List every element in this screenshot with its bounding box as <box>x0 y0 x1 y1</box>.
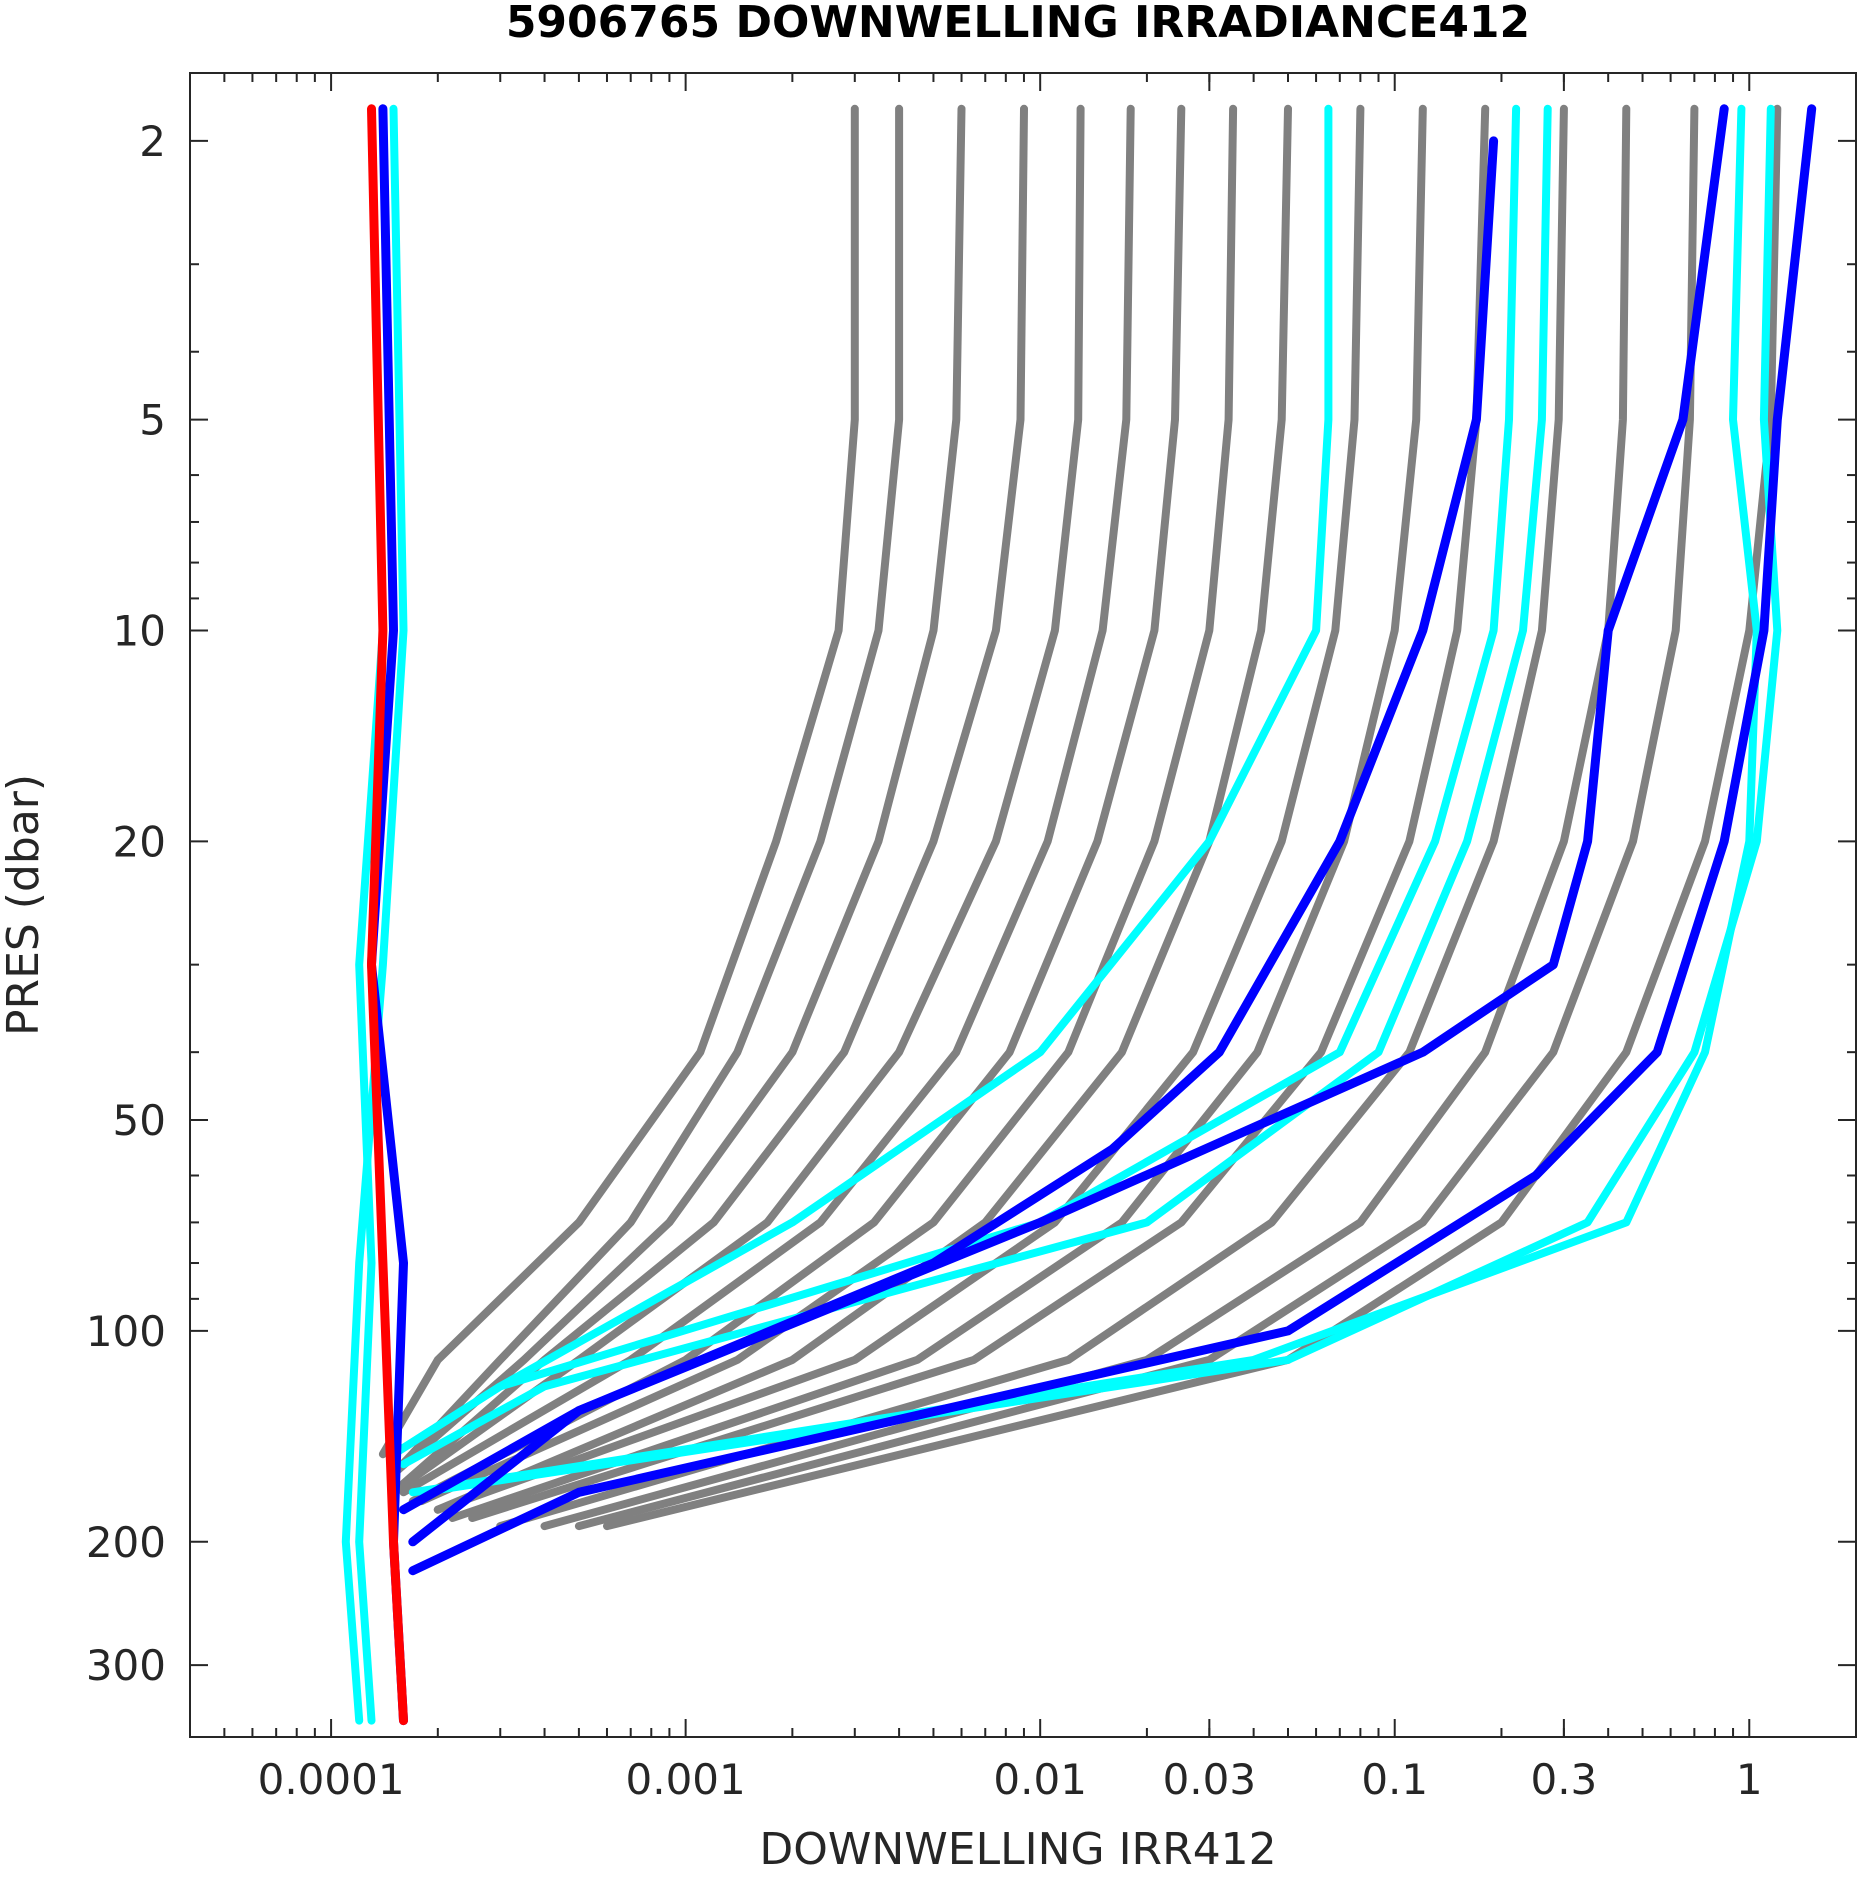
series-line-history-0 <box>378 104 859 1459</box>
series-line-cyan-18 <box>389 104 1333 1459</box>
x-tick-label: 0.0001 <box>258 1755 405 1804</box>
y-tick-label: 100 <box>86 1307 166 1356</box>
series-line-history-11 <box>468 104 1490 1522</box>
chart-title: 5906765 DOWNWELLING IRRADIANCE412 <box>506 0 1530 48</box>
y-tick-label: 2 <box>139 117 166 166</box>
series-line-history-2 <box>389 104 966 1478</box>
x-axis: 0.0001 0.001 0.01 0.03 0.1 0.3 1 <box>189 73 1857 1804</box>
series-line-blue-25 <box>408 104 1729 1547</box>
series-line-cyan-20 <box>399 104 1552 1469</box>
series-line-history-3 <box>389 104 1028 1497</box>
x-tick-label: 1 <box>1736 1755 1763 1804</box>
y-axis-label: PRES (dbar) <box>0 774 49 1036</box>
series-line-history-9 <box>433 104 1365 1514</box>
series-line-history-12 <box>496 104 1568 1531</box>
series-layer <box>341 104 1817 1726</box>
y-tick-label: 20 <box>113 817 166 866</box>
series-line-cyan-22 <box>417 104 1782 1497</box>
x-tick-label: 0.01 <box>993 1755 1087 1804</box>
y-tick-label: 200 <box>86 1518 166 1567</box>
x-tick-label: 0.001 <box>626 1755 746 1804</box>
y-tick-label: 300 <box>86 1641 166 1690</box>
x-tick-label: 0.3 <box>1530 1755 1597 1804</box>
series-line-history-4 <box>389 104 1085 1497</box>
series-line-red-27 <box>367 104 408 1726</box>
y-tick-label: 5 <box>139 396 166 445</box>
series-line-history-1 <box>389 104 904 1478</box>
y-tick-label: 10 <box>113 606 166 655</box>
series-line-blue-26 <box>408 104 1817 1576</box>
series-line-cyan-19 <box>389 104 1521 1459</box>
series-line-history-13 <box>540 104 1631 1531</box>
x-tick-label: 0.1 <box>1361 1755 1428 1804</box>
y-tick-label: 50 <box>113 1096 166 1145</box>
series-line-cyan-17 <box>341 104 408 1725</box>
series-line-history-8 <box>433 104 1292 1514</box>
x-tick-label: 0.03 <box>1163 1755 1257 1804</box>
series-line-history-10 <box>448 104 1427 1522</box>
x-axis-label: DOWNWELLING IRR412 <box>759 1824 1276 1875</box>
y-axis: 2 5 10 20 50 100 200 300 <box>86 117 1856 1690</box>
